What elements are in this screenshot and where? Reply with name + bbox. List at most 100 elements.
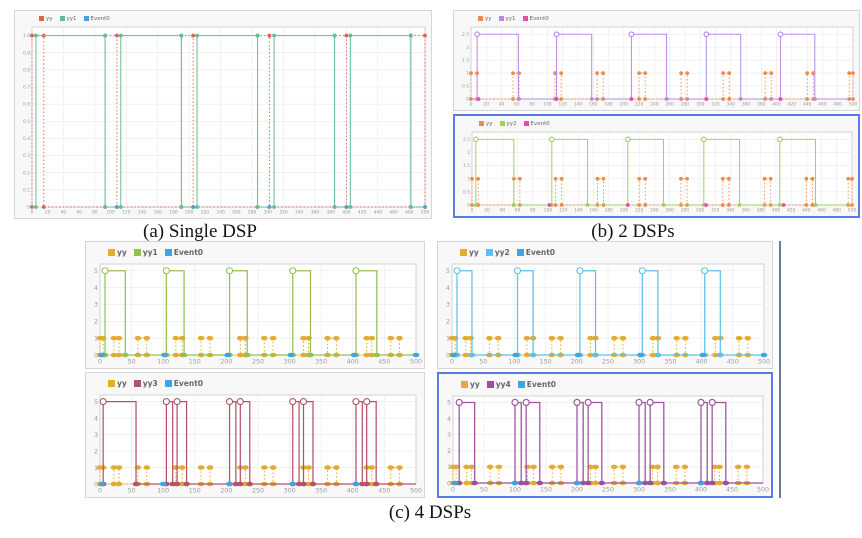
marker-dot <box>396 335 403 341</box>
marker-dot <box>348 33 353 38</box>
marker-dot <box>41 205 46 209</box>
plot-panel-4dsp-yy4[interactable]: yy yy4 Event0 0 50 100 150 200 250 300 350 400 450 5… <box>437 372 773 498</box>
x-tick-label: 40 <box>500 208 506 214</box>
marker-dot <box>811 71 816 76</box>
marker-dot <box>178 465 186 470</box>
x-tick-label: 0 <box>31 210 34 216</box>
x-tick-label: 400 <box>772 102 781 108</box>
marker-dot <box>470 176 474 181</box>
marker-open <box>522 398 530 406</box>
chart-legend: yy yy1 Event0 <box>15 11 431 24</box>
marker-dot <box>172 335 180 341</box>
legend-swatch-icon <box>39 16 44 21</box>
marker-dot <box>115 352 123 358</box>
marker-dot <box>261 465 268 470</box>
marker-dot <box>332 205 337 209</box>
y-tick-label: 0.8 <box>23 67 30 73</box>
marker-dot <box>574 352 582 358</box>
legend-swatch-icon <box>517 381 525 388</box>
y-tick-label: 3 <box>94 432 98 439</box>
marker-dot <box>530 480 537 486</box>
series-yy-path <box>31 35 426 208</box>
plot-panel-2dsp-bottom[interactable]: yy yy2 Event0 0 20 40 60 80 100 120 140 160 180 200 2… <box>453 114 860 218</box>
x-tick-label: 100 <box>509 487 521 494</box>
marker-dot <box>619 335 627 341</box>
marker-dot <box>708 480 716 486</box>
x-tick-label: 0 <box>450 359 454 366</box>
marker-dot <box>452 464 460 470</box>
marker-dot <box>511 97 515 101</box>
series-yy-path <box>470 72 854 100</box>
marker-dot <box>237 335 244 341</box>
y-tick-label: 0 <box>94 481 98 488</box>
marker-dot <box>324 465 331 470</box>
marker-dot <box>553 203 558 207</box>
x-tick-label: 340 <box>726 208 735 214</box>
marker-dot <box>559 97 564 101</box>
marker-dot <box>637 71 641 76</box>
x-tick-label: 100 <box>543 102 552 108</box>
y-tick-label: 2.5 <box>463 137 470 143</box>
marker-dot <box>781 203 786 207</box>
marker-dot <box>716 464 723 470</box>
x-tick-label: 20 <box>483 102 489 108</box>
marker-open <box>226 267 234 275</box>
chart-legend: yy yy2 Event0 <box>438 242 772 260</box>
marker-dot <box>635 480 643 486</box>
plot-area <box>470 26 854 100</box>
marker-dot <box>637 203 642 207</box>
plot-area <box>471 131 853 206</box>
x-tick-label: 480 <box>405 210 414 216</box>
legend-label: yy4 <box>495 380 511 389</box>
marker-dot <box>610 335 618 341</box>
y-tick-label: 0 <box>447 480 451 487</box>
marker-dot <box>197 465 205 470</box>
marker-dot <box>585 203 590 207</box>
chart-legend: yy yy3 Event0 <box>86 373 424 391</box>
marker-dot <box>517 176 522 181</box>
x-tick-label: 300 <box>284 359 296 366</box>
marker-dot <box>592 352 599 358</box>
legend-label: yy2 <box>506 120 517 127</box>
marker-dot <box>289 481 297 487</box>
x-tick-label: 340 <box>295 210 304 216</box>
y-tick-label: 2 <box>467 150 470 156</box>
marker-dot <box>523 352 531 358</box>
x-tick-label: 400 <box>347 488 359 495</box>
marker-dot <box>143 465 151 470</box>
x-tick-label: 140 <box>138 210 147 216</box>
marker-dot <box>660 480 668 486</box>
marker-open <box>573 398 581 406</box>
marker-dot <box>559 71 564 76</box>
marker-dot <box>261 335 268 341</box>
x-tick-label: 380 <box>757 102 766 108</box>
marker-dot <box>179 33 184 38</box>
marker-dot <box>722 480 730 486</box>
marker-dot <box>769 71 774 76</box>
x-tick-label: 350 <box>315 488 327 495</box>
x-tick-label: 180 <box>604 102 613 108</box>
y-tick-label: 2 <box>446 319 450 326</box>
legend-item-yy: yy <box>108 379 127 388</box>
x-tick-label: 80 <box>529 102 535 108</box>
y-tick-label: 0 <box>446 352 450 359</box>
x-tick-label: 40 <box>499 102 505 108</box>
y-tick-label: 4 <box>94 415 98 422</box>
marker-dot <box>114 205 119 209</box>
marker-dot <box>206 465 214 470</box>
marker-dot <box>387 335 395 341</box>
x-tick-label: 200 <box>185 210 194 216</box>
legend-swatch-icon <box>461 381 468 388</box>
marker-dot <box>851 71 855 76</box>
legend-label: yy <box>46 15 53 22</box>
x-tick-label: 440 <box>803 102 812 108</box>
marker-dot <box>685 176 689 181</box>
legend-swatch-icon <box>522 16 528 21</box>
x-tick-label: 100 <box>544 208 553 214</box>
marker-dot <box>350 352 358 358</box>
series-yy-path <box>451 337 764 356</box>
marker-open <box>162 267 170 275</box>
legend-swatch-icon <box>516 249 524 256</box>
marker-open <box>352 398 360 406</box>
